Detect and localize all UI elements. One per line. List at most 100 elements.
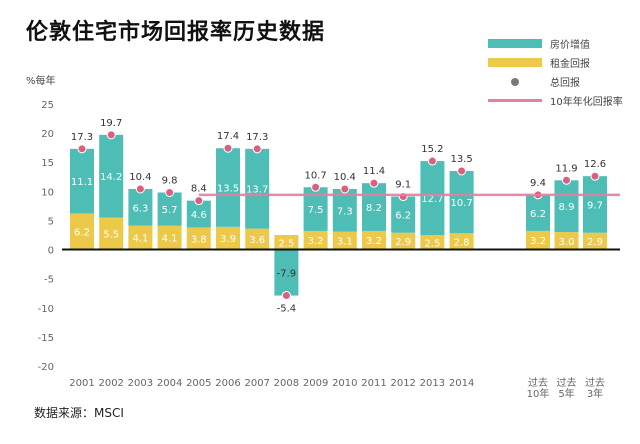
x-tick-label: 2005 xyxy=(186,378,211,389)
y-unit-label: %每年 xyxy=(26,76,56,87)
price-value-label: 5.7 xyxy=(162,205,178,216)
total-return-point xyxy=(562,175,571,185)
total-value-label: 12.6 xyxy=(584,159,606,170)
total-value-label: 11.9 xyxy=(555,163,577,174)
bar-price xyxy=(554,180,579,233)
total-value-label: 9.1 xyxy=(395,180,411,191)
bar-rent xyxy=(583,232,607,250)
total-value-label: 10.4 xyxy=(129,172,151,183)
x-tick-label: 2013 xyxy=(420,378,445,389)
legend-label-price: 房价增值 xyxy=(550,40,590,51)
x-tick-label: 2011 xyxy=(361,378,386,389)
price-value-label: 12.7 xyxy=(421,194,443,205)
total-value-label: 17.4 xyxy=(217,131,239,142)
price-value-label: 13.5 xyxy=(217,184,239,195)
total-value-label: 9.4 xyxy=(530,178,546,189)
legend-item-price: 房价增值 xyxy=(488,34,623,53)
price-value-label: 7.5 xyxy=(308,205,324,216)
legend-swatch-10yr xyxy=(488,99,542,102)
price-value-label: 4.6 xyxy=(191,210,207,221)
x-tick-label: 10年 xyxy=(527,387,550,400)
bar-price xyxy=(99,134,124,218)
bar-price xyxy=(583,176,607,233)
bar-rent xyxy=(186,227,211,250)
bar-price xyxy=(526,194,550,231)
rent-value-label: 4.1 xyxy=(162,234,178,245)
rent-value-label: 5.5 xyxy=(103,230,119,241)
rent-value-label: 2.9 xyxy=(395,237,411,248)
bar-rent xyxy=(554,232,579,250)
total-return-point xyxy=(311,182,321,192)
total-value-label: 10.4 xyxy=(334,172,356,183)
total-return-point xyxy=(427,156,437,166)
y-tick-label: -5 xyxy=(44,275,54,286)
x-tick-label: 3年 xyxy=(587,387,603,400)
total-return-point xyxy=(77,144,87,154)
total-value-label: 8.4 xyxy=(191,184,207,195)
total-value-label: 10.7 xyxy=(304,170,326,181)
legend-label-total: 总回报 xyxy=(550,78,580,89)
total-value-label: -5.4 xyxy=(277,304,297,315)
chart-title: 伦敦住宅市场回报率历史数据 xyxy=(26,20,326,45)
rent-value-label: 3.2 xyxy=(366,236,382,247)
total-return-point xyxy=(252,144,262,154)
x-tick-label: 2012 xyxy=(390,378,415,389)
y-tick-label: 20 xyxy=(41,129,54,140)
total-return-point xyxy=(590,171,600,181)
bar-price xyxy=(70,148,94,214)
total-return-point xyxy=(223,143,233,153)
total-value-label: 9.8 xyxy=(162,175,178,186)
x-tick-label: 2003 xyxy=(128,378,153,389)
total-return-point xyxy=(106,130,116,140)
x-tick-label: 2006 xyxy=(215,378,240,389)
price-value-label: 14.2 xyxy=(100,172,122,183)
legend-item-total: 总回报 xyxy=(488,72,623,91)
x-tick-label: 过去 xyxy=(585,376,605,389)
legend-label-rent: 租金回报 xyxy=(550,59,590,70)
y-tick-label: 25 xyxy=(41,100,54,111)
y-tick-label: -15 xyxy=(38,333,54,344)
rent-value-label: 4.1 xyxy=(132,234,148,245)
price-value-label: 9.7 xyxy=(587,200,603,211)
bar-rent xyxy=(245,228,270,250)
total-return-point xyxy=(165,187,175,197)
price-value-label: 6.2 xyxy=(395,211,411,222)
legend: 房价增值 租金回报 总回报 10年年化回报率 xyxy=(488,34,623,110)
total-return-point xyxy=(281,291,291,301)
total-return-point xyxy=(457,166,467,176)
bar-rent xyxy=(420,235,445,250)
x-tick-label: 过去 xyxy=(557,376,577,389)
rent-value-label: 6.2 xyxy=(74,228,90,239)
bar-rent xyxy=(128,225,153,250)
x-tick-label: 2001 xyxy=(69,378,94,389)
legend-swatch-price xyxy=(488,39,542,48)
bar-rent xyxy=(70,213,94,250)
bar-price xyxy=(332,189,357,232)
legend-swatch-total xyxy=(488,77,542,86)
price-value-label: 6.3 xyxy=(132,203,148,214)
x-tick-label: 过去 xyxy=(528,376,548,389)
bar-price xyxy=(420,161,445,235)
total-return-point xyxy=(135,184,145,194)
x-tick-label: 2009 xyxy=(303,378,328,389)
price-value-label: 6.2 xyxy=(530,209,546,220)
legend-item-rent: 租金回报 xyxy=(488,53,623,72)
bar-price xyxy=(274,249,299,296)
price-value-label: 8.2 xyxy=(366,203,382,214)
legend-item-10yr: 10年年化回报率 xyxy=(488,91,623,110)
bar-price xyxy=(216,148,240,227)
total-return-point xyxy=(194,196,204,206)
y-tick-label: 15 xyxy=(41,158,54,169)
price-value-label: 7.3 xyxy=(337,206,353,217)
rent-value-label: 2.9 xyxy=(587,237,603,248)
bar-rent xyxy=(216,226,240,250)
price-value-label: -7.9 xyxy=(277,269,297,280)
y-tick-label: -10 xyxy=(38,304,54,315)
rent-value-label: 2.5 xyxy=(278,238,294,249)
data-source: 数据来源：MSCI xyxy=(34,406,124,420)
bar-price xyxy=(157,192,182,226)
total-return-point xyxy=(340,184,350,194)
rent-value-label: 3.9 xyxy=(220,234,236,245)
bar-rent xyxy=(391,232,416,250)
